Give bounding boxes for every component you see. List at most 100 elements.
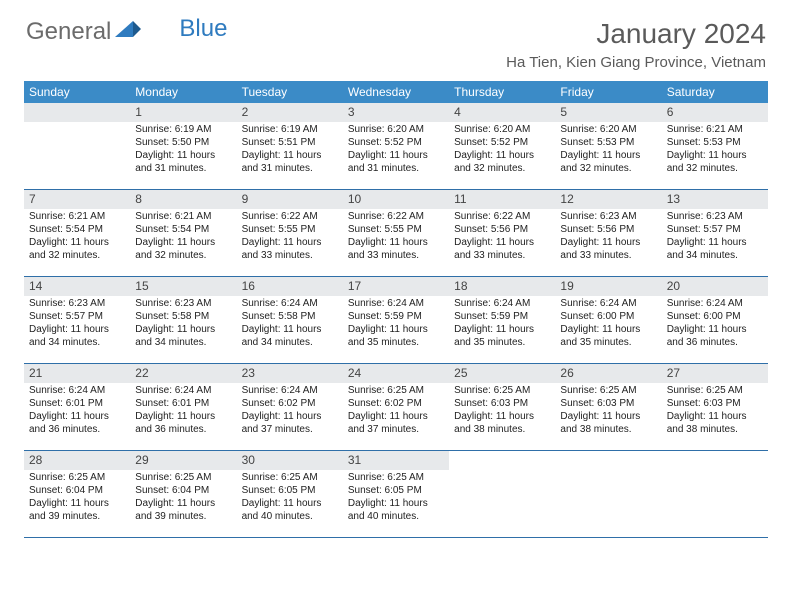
daylight1-text: Daylight: 11 hours bbox=[348, 324, 445, 337]
sunset-text: Sunset: 6:00 PM bbox=[560, 311, 657, 324]
day-cell: 27Sunrise: 6:25 AMSunset: 6:03 PMDayligh… bbox=[662, 364, 768, 450]
brand-part2: Blue bbox=[179, 15, 227, 43]
day-number: 23 bbox=[237, 364, 343, 383]
daylight2-text: and 32 minutes. bbox=[454, 163, 551, 176]
week-row: 21Sunrise: 6:24 AMSunset: 6:01 PMDayligh… bbox=[24, 364, 768, 451]
day-number: 22 bbox=[130, 364, 236, 383]
sunset-text: Sunset: 5:52 PM bbox=[454, 137, 551, 150]
day-number: 17 bbox=[343, 277, 449, 296]
day-cell: 4Sunrise: 6:20 AMSunset: 5:52 PMDaylight… bbox=[449, 103, 555, 189]
day-cell: 25Sunrise: 6:25 AMSunset: 6:03 PMDayligh… bbox=[449, 364, 555, 450]
day-cell: 12Sunrise: 6:23 AMSunset: 5:56 PMDayligh… bbox=[555, 190, 661, 276]
daylight2-text: and 34 minutes. bbox=[242, 337, 339, 350]
dayhead-wed: Wednesday bbox=[343, 81, 449, 103]
sunrise-text: Sunrise: 6:21 AM bbox=[667, 124, 764, 137]
sunset-text: Sunset: 5:58 PM bbox=[242, 311, 339, 324]
daylight2-text: and 32 minutes. bbox=[135, 250, 232, 263]
daylight1-text: Daylight: 11 hours bbox=[242, 150, 339, 163]
daylight2-text: and 40 minutes. bbox=[348, 511, 445, 524]
location-text: Ha Tien, Kien Giang Province, Vietnam bbox=[506, 54, 766, 71]
daylight1-text: Daylight: 11 hours bbox=[135, 498, 232, 511]
sunrise-text: Sunrise: 6:22 AM bbox=[242, 211, 339, 224]
day-number: 8 bbox=[130, 190, 236, 209]
sunset-text: Sunset: 6:00 PM bbox=[667, 311, 764, 324]
sunset-text: Sunset: 6:04 PM bbox=[135, 485, 232, 498]
daylight1-text: Daylight: 11 hours bbox=[667, 324, 764, 337]
day-cell: 30Sunrise: 6:25 AMSunset: 6:05 PMDayligh… bbox=[237, 451, 343, 537]
daylight1-text: Daylight: 11 hours bbox=[135, 237, 232, 250]
sunrise-text: Sunrise: 6:24 AM bbox=[667, 298, 764, 311]
day-number: 12 bbox=[555, 190, 661, 209]
daylight1-text: Daylight: 11 hours bbox=[242, 324, 339, 337]
day-cell: 21Sunrise: 6:24 AMSunset: 6:01 PMDayligh… bbox=[24, 364, 130, 450]
day-header-row: Sunday Monday Tuesday Wednesday Thursday… bbox=[24, 81, 768, 103]
sunrise-text: Sunrise: 6:19 AM bbox=[135, 124, 232, 137]
day-number: 10 bbox=[343, 190, 449, 209]
daylight2-text: and 38 minutes. bbox=[560, 424, 657, 437]
day-cell: 6Sunrise: 6:21 AMSunset: 5:53 PMDaylight… bbox=[662, 103, 768, 189]
daylight2-text: and 32 minutes. bbox=[667, 163, 764, 176]
sunrise-text: Sunrise: 6:20 AM bbox=[560, 124, 657, 137]
day-number: 28 bbox=[24, 451, 130, 470]
daylight1-text: Daylight: 11 hours bbox=[29, 324, 126, 337]
day-number: 30 bbox=[237, 451, 343, 470]
dayhead-tue: Tuesday bbox=[237, 81, 343, 103]
daylight1-text: Daylight: 11 hours bbox=[454, 237, 551, 250]
day-cell: 2 Sunrise: 6:19 AMSunset: 5:51 PMDaylight… bbox=[237, 103, 343, 189]
sunset-text: Sunset: 5:51 PM bbox=[242, 137, 339, 150]
week-row: 1Sunrise: 6:19 AMSunset: 5:50 PMDaylight… bbox=[24, 103, 768, 190]
calendar-grid: Sunday Monday Tuesday Wednesday Thursday… bbox=[24, 81, 768, 538]
daylight1-text: Daylight: 11 hours bbox=[29, 411, 126, 424]
daylight2-text: and 36 minutes. bbox=[29, 424, 126, 437]
sunset-text: Sunset: 5:58 PM bbox=[135, 311, 232, 324]
daylight2-text: and 38 minutes. bbox=[667, 424, 764, 437]
day-number: 5 bbox=[555, 103, 661, 122]
sunrise-text: Sunrise: 6:20 AM bbox=[348, 124, 445, 137]
daylight2-text: and 33 minutes. bbox=[454, 250, 551, 263]
sunrise-text: Sunrise: 6:19 AM bbox=[242, 124, 339, 137]
day-cell: 26Sunrise: 6:25 AMSunset: 6:03 PMDayligh… bbox=[555, 364, 661, 450]
sunrise-text: Sunrise: 6:21 AM bbox=[29, 211, 126, 224]
brand-part1: General bbox=[26, 18, 111, 46]
day-cell: 28Sunrise: 6:25 AMSunset: 6:04 PMDayligh… bbox=[24, 451, 130, 537]
daylight1-text: Daylight: 11 hours bbox=[135, 411, 232, 424]
day-cell: 14Sunrise: 6:23 AMSunset: 5:57 PMDayligh… bbox=[24, 277, 130, 363]
daylight2-text: and 34 minutes. bbox=[667, 250, 764, 263]
daylight2-text: and 39 minutes. bbox=[135, 511, 232, 524]
sunrise-text: Sunrise: 6:23 AM bbox=[135, 298, 232, 311]
sunset-text: Sunset: 5:53 PM bbox=[560, 137, 657, 150]
day-number: 3 bbox=[343, 103, 449, 122]
sunset-text: Sunset: 5:57 PM bbox=[29, 311, 126, 324]
day-cell: 20 Sunrise: 6:24 AMSunset: 6:00 PMDayligh… bbox=[662, 277, 768, 363]
day-cell: 11Sunrise: 6:22 AMSunset: 5:56 PMDayligh… bbox=[449, 190, 555, 276]
brand-logo: General Blue bbox=[26, 18, 227, 46]
day-number: 31 bbox=[343, 451, 449, 470]
title-block: January 2024 Ha Tien, Kien Giang Provinc… bbox=[506, 18, 766, 71]
day-cell: 8Sunrise: 6:21 AMSunset: 5:54 PMDaylight… bbox=[130, 190, 236, 276]
day-number: 7 bbox=[24, 190, 130, 209]
sunset-text: Sunset: 6:01 PM bbox=[29, 398, 126, 411]
dayhead-mon: Monday bbox=[130, 81, 236, 103]
sunset-text: Sunset: 5:59 PM bbox=[348, 311, 445, 324]
sunrise-text: Sunrise: 6:24 AM bbox=[242, 385, 339, 398]
day-cell: 3Sunrise: 6:20 AMSunset: 5:52 PMDaylight… bbox=[343, 103, 449, 189]
daylight1-text: Daylight: 11 hours bbox=[29, 237, 126, 250]
sunset-text: Sunset: 6:02 PM bbox=[242, 398, 339, 411]
day-number: 18 bbox=[449, 277, 555, 296]
sunset-text: Sunset: 6:03 PM bbox=[560, 398, 657, 411]
sunrise-text: Sunrise: 6:24 AM bbox=[135, 385, 232, 398]
sunset-text: Sunset: 6:03 PM bbox=[454, 398, 551, 411]
day-number: 6 bbox=[662, 103, 768, 122]
day-number: 1 bbox=[130, 103, 236, 122]
daylight2-text: and 38 minutes. bbox=[454, 424, 551, 437]
sunset-text: Sunset: 6:04 PM bbox=[29, 485, 126, 498]
daylight1-text: Daylight: 11 hours bbox=[560, 237, 657, 250]
day-number: 20 bbox=[662, 277, 768, 296]
day-number: 2 bbox=[237, 103, 343, 122]
daylight2-text: and 36 minutes. bbox=[135, 424, 232, 437]
sunrise-text: Sunrise: 6:24 AM bbox=[29, 385, 126, 398]
sunrise-text: Sunrise: 6:24 AM bbox=[348, 298, 445, 311]
daylight1-text: Daylight: 11 hours bbox=[135, 150, 232, 163]
day-cell: 31Sunrise: 6:25 AMSunset: 6:05 PMDayligh… bbox=[343, 451, 449, 537]
daylight1-text: Daylight: 11 hours bbox=[667, 237, 764, 250]
